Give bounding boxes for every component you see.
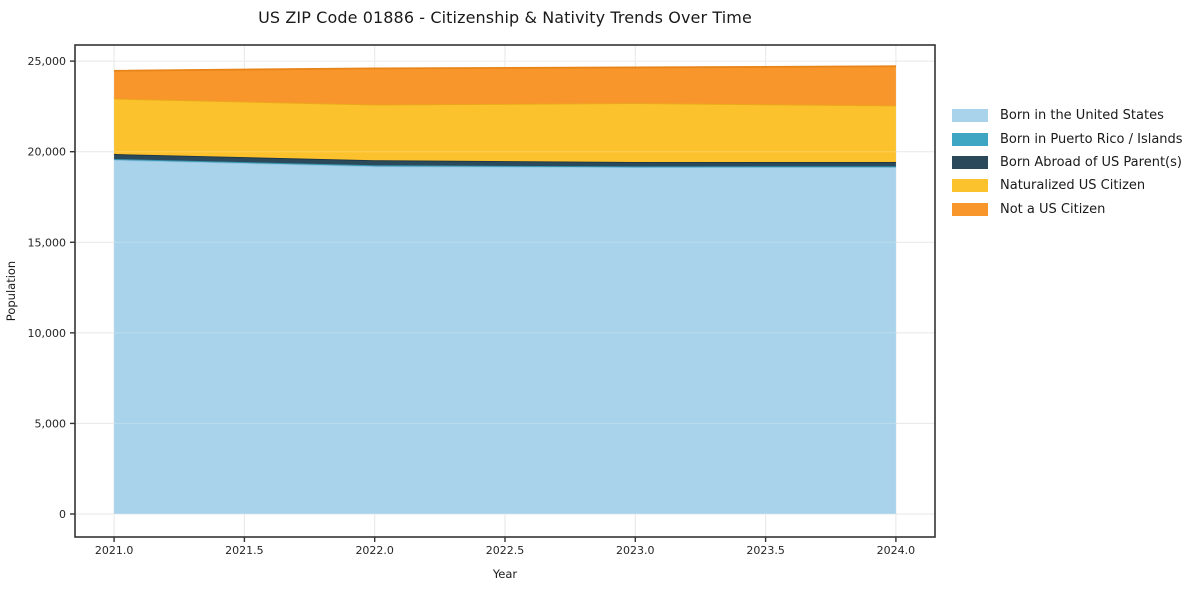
legend-label: Born Abroad of US Parent(s)	[1000, 154, 1182, 170]
x-tick-label: 2024.0	[877, 544, 916, 557]
x-tick-label: 2022.0	[355, 544, 394, 557]
area-series-3	[114, 98, 896, 163]
chart-title: US ZIP Code 01886 - Citizenship & Nativi…	[258, 8, 752, 27]
legend-swatch-not-citizen	[952, 202, 988, 216]
area-edge-4	[114, 65, 896, 72]
y-axis-label: Population	[4, 261, 18, 321]
legend: Born in the United States Born in Puerto…	[952, 104, 1183, 221]
x-tick-label: 2021.5	[225, 544, 264, 557]
legend-item: Born Abroad of US Parent(s)	[952, 151, 1183, 174]
area-series-0	[114, 159, 896, 514]
y-tick-label: 20,000	[28, 146, 67, 159]
x-tick-label: 2021.0	[95, 544, 134, 557]
x-tick-label: 2023.0	[616, 544, 655, 557]
legend-item: Naturalized US Citizen	[952, 174, 1183, 197]
y-tick-label: 5,000	[35, 417, 67, 430]
legend-item: Not a US Citizen	[952, 198, 1183, 221]
y-tick-label: 0	[59, 508, 66, 521]
x-tick-label: 2022.5	[486, 544, 525, 557]
legend-swatch-born-pr	[952, 132, 988, 146]
legend-label: Born in the United States	[1000, 108, 1164, 124]
legend-label: Born in Puerto Rico / Islands	[1000, 131, 1183, 147]
legend-label: Not a US Citizen	[1000, 201, 1106, 217]
legend-item: Born in Puerto Rico / Islands	[952, 127, 1183, 150]
y-tick-label: 15,000	[28, 236, 67, 249]
x-tick-label: 2023.5	[746, 544, 785, 557]
area-series-2	[114, 154, 896, 167]
y-tick-label: 10,000	[28, 327, 67, 340]
legend-swatch-born-us	[952, 109, 988, 123]
legend-label: Naturalized US Citizen	[1000, 178, 1146, 194]
legend-swatch-born-abroad	[952, 155, 988, 169]
area-series-4	[114, 66, 896, 106]
legend-item: Born in the United States	[952, 104, 1183, 127]
legend-swatch-naturalized	[952, 179, 988, 193]
y-tick-label: 25,000	[28, 55, 67, 68]
x-axis-label: Year	[492, 567, 518, 581]
